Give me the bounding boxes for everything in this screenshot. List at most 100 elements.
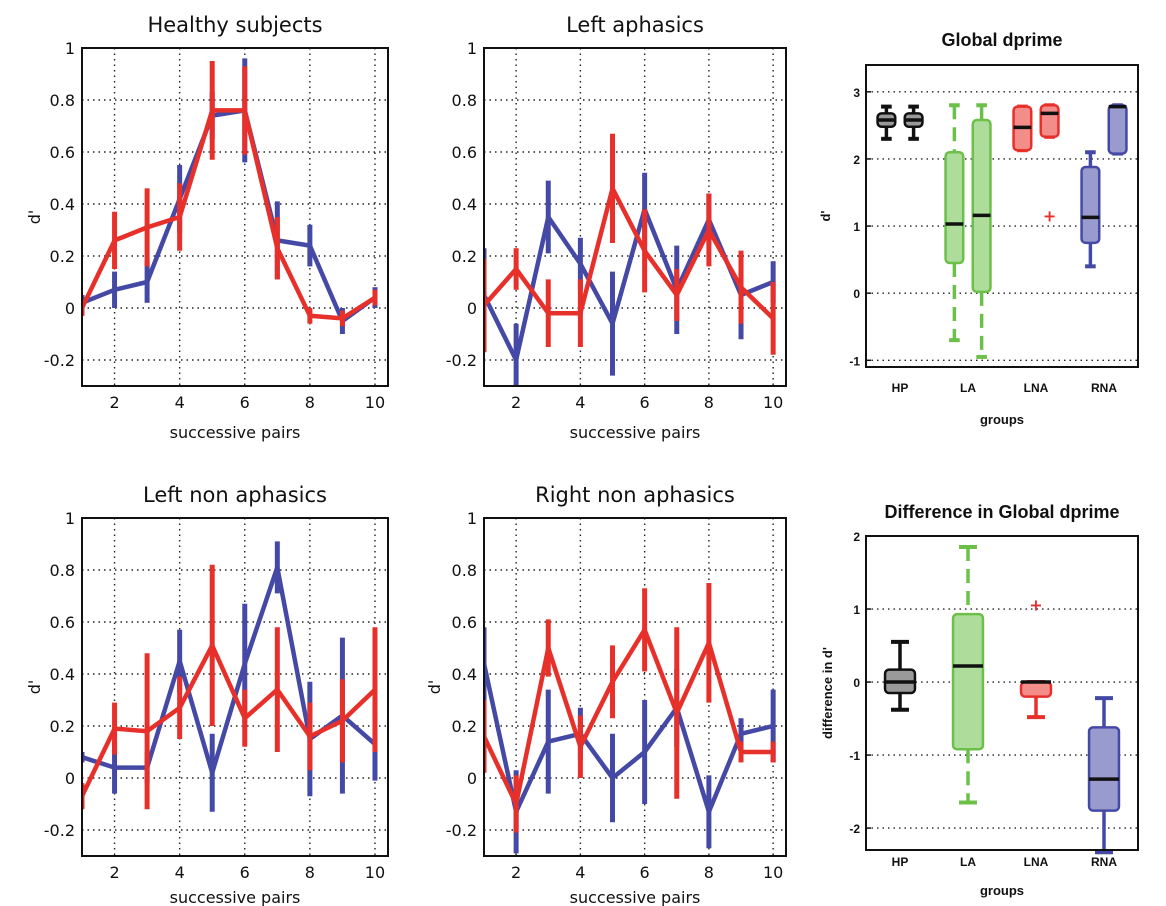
y-tick-label: 0.6	[50, 143, 75, 162]
data-point-red	[513, 801, 519, 807]
data-point-red	[209, 108, 215, 113]
y-tick-label: 0	[467, 769, 477, 788]
y-tick-label: 1	[65, 509, 75, 528]
data-point-red	[307, 313, 313, 319]
series-line-red	[484, 186, 775, 321]
box-la	[944, 103, 965, 343]
data-point-blue	[642, 749, 647, 755]
y-tick-label: 1	[853, 603, 860, 617]
y-tick-label: 0.6	[452, 143, 477, 162]
box-lna	[1012, 104, 1033, 153]
box-hp	[876, 104, 897, 141]
data-point-blue	[177, 658, 182, 664]
data-point-blue	[770, 723, 776, 729]
x-tick-label: LA	[960, 855, 976, 869]
y-tick-label: 0.2	[452, 717, 477, 736]
data-point-red	[706, 227, 712, 233]
y-tick-label: -1	[849, 749, 860, 763]
data-point-red	[177, 705, 182, 711]
y-tick-label: 0	[65, 299, 75, 318]
chart-title: Global dprime	[941, 30, 1062, 50]
data-point-blue	[307, 243, 313, 248]
y-tick-label: -1	[849, 354, 860, 368]
data-point-red	[144, 225, 150, 230]
data-point-red	[513, 266, 519, 272]
y-tick-label: 0.6	[50, 613, 75, 632]
x-tick-label: 6	[640, 393, 650, 412]
data-point-red	[545, 645, 551, 651]
y-tick-label: 0.2	[452, 247, 477, 266]
x-tick-label: RNA	[1091, 855, 1117, 869]
data-point-red	[275, 687, 280, 692]
box-hp	[903, 104, 924, 141]
box-rna	[1087, 696, 1121, 855]
data-point-red	[144, 728, 150, 734]
data-point-red	[674, 292, 680, 298]
series-line-blue	[82, 565, 377, 776]
data-point-red	[112, 238, 117, 243]
x-axis-label: successive pairs	[570, 423, 701, 442]
y-axis-label: d'	[818, 210, 833, 221]
y-tick-label: 0.4	[452, 665, 477, 684]
box-body	[1019, 680, 1053, 698]
y-tick-label: 0.2	[50, 717, 75, 736]
box-la	[971, 103, 992, 359]
plot-frame	[865, 64, 1139, 368]
y-tick-label: 0.8	[452, 91, 477, 110]
data-point-red	[112, 726, 117, 731]
chart-title: Left aphasics	[566, 13, 704, 37]
plot-area	[484, 133, 776, 386]
data-point-red	[578, 310, 583, 316]
line-chart-3: 2 4 6 8 10 -0.2 0 0.2 0.4 0.6 0.8 1 Left non aphasic…	[25, 483, 389, 906]
series-line-blue	[82, 108, 377, 324]
data-point-blue	[578, 261, 583, 267]
y-tick-label: 1	[853, 220, 860, 234]
y-tick-label: 0	[467, 299, 477, 318]
data-point-red	[578, 744, 583, 750]
data-point-red	[275, 245, 280, 251]
data-point-blue	[112, 287, 117, 293]
y-axis-label: d'	[25, 680, 44, 695]
y-axis-label: d'	[425, 680, 444, 695]
series-line-red	[82, 643, 377, 798]
x-tick-label: 6	[240, 863, 250, 882]
y-tick-label: 2	[853, 153, 860, 167]
x-tick-label: HP	[892, 381, 909, 395]
y-tick-label: -2	[849, 822, 860, 836]
y-tick-label: 0.8	[452, 561, 477, 580]
box-rna	[1107, 103, 1128, 156]
chart-title: Healthy subjects	[147, 13, 322, 37]
box-rna	[1080, 150, 1101, 269]
y-tick-label: 0	[853, 676, 860, 690]
x-tick-label: 6	[240, 393, 250, 412]
x-tick-label: 4	[175, 863, 185, 882]
data-point-red	[209, 643, 215, 648]
x-axis-label: successive pairs	[170, 423, 301, 442]
x-tick-label: 4	[575, 393, 585, 412]
y-tick-label: 0.2	[50, 247, 75, 266]
y-tick-label: 0	[65, 769, 75, 788]
plot-frame	[483, 517, 787, 857]
x-tick-label: LNA	[1024, 381, 1049, 395]
x-axis-label: groups	[980, 412, 1024, 427]
box-body	[1080, 165, 1101, 245]
x-tick-label: 8	[305, 863, 315, 882]
box-body	[1107, 104, 1128, 155]
chart-title: Right non aphasics	[535, 483, 735, 507]
data-point-blue	[738, 731, 744, 737]
x-tick-label: 2	[511, 393, 521, 412]
data-point-blue	[112, 765, 117, 770]
x-tick-label: 10	[365, 393, 385, 412]
x-tick-label: 2	[109, 863, 119, 882]
y-tick-label: 0.4	[50, 195, 75, 214]
plot-frame	[865, 535, 1139, 851]
x-tick-label: 4	[175, 393, 185, 412]
y-tick-label: 0.8	[50, 561, 75, 580]
box-body	[1039, 104, 1060, 139]
x-tick-label: 10	[365, 863, 385, 882]
data-point-blue	[706, 809, 712, 815]
box-chart-5: + -1 0 1 2 3 HP LA LNA RNA Global dprime groups d'	[818, 30, 1139, 427]
series-line-blue	[484, 663, 774, 815]
data-point-red	[177, 214, 182, 220]
data-point-blue	[513, 357, 519, 363]
